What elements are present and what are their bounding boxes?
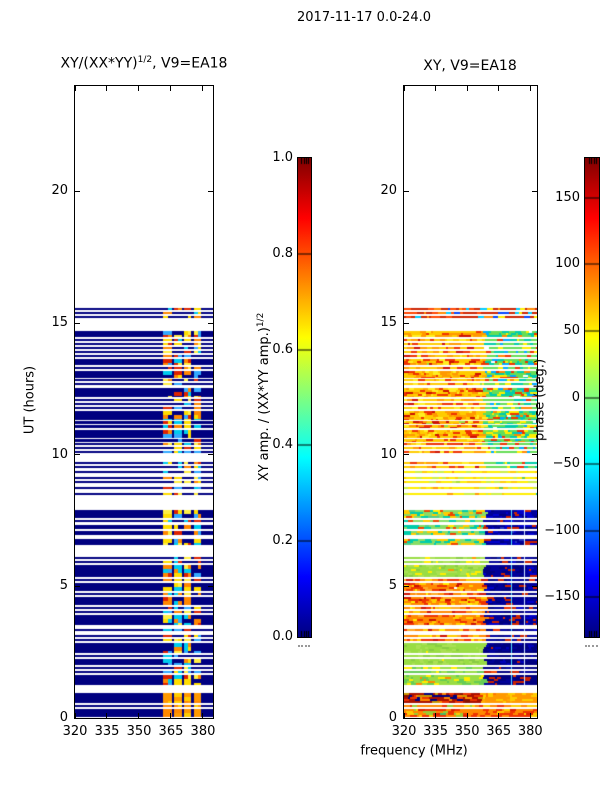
x-tick (403, 713, 405, 718)
y-tick (532, 717, 537, 719)
y-tick (208, 585, 213, 587)
right-heatmap-panel (403, 85, 538, 719)
y-tick (532, 322, 537, 324)
x-tick (498, 86, 500, 91)
colorbar-tick-label: 0.8 (272, 245, 293, 261)
x-tick-label: 320 (391, 724, 417, 739)
x-tick-label: 350 (126, 724, 152, 739)
x-tick (170, 713, 172, 718)
y-tick (75, 717, 80, 719)
colorbar-tick-label: 0.2 (272, 533, 293, 549)
colorbar-tick-label: 0.0 (272, 629, 293, 644)
y-tick (75, 454, 80, 456)
y-tick (208, 454, 213, 456)
amplitude-colorbar-label-pre: XY amp. / (XX*YY amp.) (257, 327, 273, 482)
colorbar-tick-label: −150 (544, 589, 580, 605)
x-tick (170, 86, 172, 91)
phase-colorbar-underflow-dots (585, 645, 598, 647)
amplitude-colorbar-label: XY amp. / (XX*YY amp.)1/2 (256, 313, 272, 482)
x-tick (435, 713, 437, 718)
y-tick (532, 585, 537, 587)
x-tick-label: 380 (517, 724, 543, 739)
colorbar-tick-label: 50 (563, 322, 580, 338)
x-tick (529, 86, 531, 91)
colorbar-tick-label: 1.0 (272, 150, 293, 165)
x-tick-label: 335 (94, 724, 120, 739)
y-tick-label: 15 (51, 315, 68, 330)
y-tick (532, 454, 537, 456)
colorbar-tick-label: −50 (552, 456, 580, 472)
colorbar-tick-label: 150 (555, 189, 580, 205)
y-tick (404, 585, 409, 587)
phase-colorbar (584, 157, 600, 638)
y-tick-label: 0 (59, 710, 68, 725)
y-tick (75, 585, 80, 587)
x-tick (202, 86, 204, 91)
y-tick-label: 0 (388, 710, 397, 725)
colorbar-tick-label: 0 (571, 389, 580, 405)
x-tick (466, 713, 468, 718)
amplitude-colorbar-label-sup: 1/2 (255, 312, 266, 328)
x-tick (202, 713, 204, 718)
y-tick (404, 190, 409, 192)
x-tick-label: 380 (190, 724, 216, 739)
x-tick (466, 86, 468, 91)
y-tick-label: 5 (388, 578, 397, 594)
x-tick-label: 320 (62, 724, 88, 739)
x-tick (74, 713, 76, 718)
x-tick (74, 86, 76, 91)
y-tick-label: 20 (380, 183, 397, 199)
y-tick (404, 322, 409, 324)
y-axis-label: UT (hours) (22, 365, 38, 435)
y-tick-label: 5 (59, 578, 68, 594)
phase-colorbar-gradient (585, 158, 599, 637)
x-tick (498, 713, 500, 718)
phase-colorbar-label: phase (deg.) (533, 359, 548, 441)
amplitude-colorbar (297, 157, 312, 638)
y-tick (532, 190, 537, 192)
y-tick (75, 322, 80, 324)
x-tick-label: 350 (454, 724, 480, 739)
colorbar-tick-label: −100 (544, 522, 580, 538)
colorbar-tick-label: 100 (555, 256, 580, 272)
colorbar-tick-label: 0.4 (272, 437, 293, 453)
left-panel-title-post: , V9=EA18 (152, 55, 228, 72)
y-tick (404, 454, 409, 456)
right-panel-title: XY, V9=EA18 (423, 58, 517, 74)
x-tick-label: 365 (158, 724, 184, 739)
left-heatmap-panel (74, 85, 214, 719)
x-axis-label: frequency (MHz) (360, 743, 468, 759)
y-tick (404, 717, 409, 719)
x-tick-label: 335 (423, 724, 448, 739)
y-tick (208, 322, 213, 324)
x-tick (138, 713, 140, 718)
phase-colorbar-label-text: phase (deg.) (532, 358, 548, 442)
left-panel-title-sup: 1/2 (137, 55, 153, 65)
colorbar-tick-label: 0.6 (272, 341, 293, 357)
right-panel-title-text: XY, V9=EA18 (423, 58, 517, 74)
x-tick (529, 713, 531, 718)
left-panel-title: XY/(XX*YY)1/2, V9=EA18 (61, 55, 228, 72)
x-tick (138, 86, 140, 91)
y-tick (75, 190, 80, 192)
amplitude-colorbar-underflow-dots (298, 645, 310, 647)
x-tick (106, 86, 108, 91)
x-tick (435, 86, 437, 91)
y-tick (208, 717, 213, 719)
x-tick (106, 713, 108, 718)
y-tick (208, 190, 213, 192)
x-tick-label: 365 (486, 724, 512, 739)
right-heatmap-canvas (404, 86, 537, 718)
left-panel-title-pre: XY/(XX*YY) (60, 55, 138, 72)
y-tick-label: 10 (51, 446, 68, 462)
y-tick-label: 15 (380, 315, 397, 330)
y-tick-label: 20 (51, 183, 68, 199)
x-tick (403, 86, 405, 91)
y-tick-label: 10 (380, 446, 397, 462)
left-heatmap-canvas (75, 86, 213, 718)
figure-title: 2017-11-17 0.0-24.0 (297, 10, 431, 25)
amplitude-colorbar-gradient (298, 158, 311, 637)
